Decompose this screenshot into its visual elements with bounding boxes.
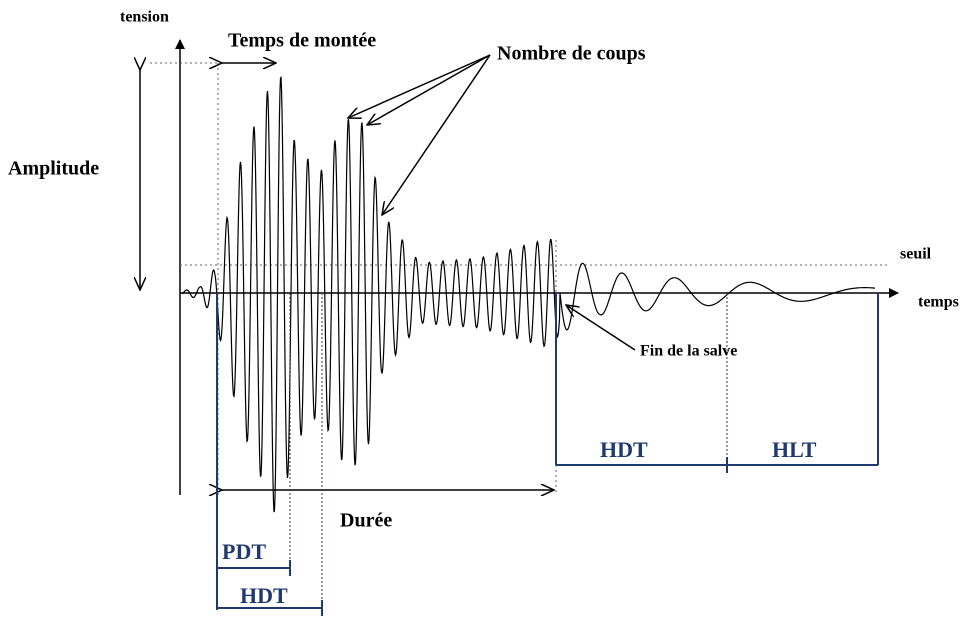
amplitude-label: Amplitude [8,158,99,180]
x-axis-label: temps [918,294,959,311]
brackets [216,293,879,616]
y-axis-label: tension [120,9,169,26]
hdt-right-label: HDT [600,437,648,462]
waveform [181,75,875,513]
counts-label: Nombre de coups [497,43,646,65]
bracket-guides [289,293,728,606]
threshold-label: seuil [900,246,932,263]
pdt-label: PDT [222,539,266,564]
end-label: Fin de la salve [640,343,737,360]
hdt-bottom-label: HDT [240,583,288,608]
hlt-label: HLT [772,437,817,462]
guide-lines [150,62,890,495]
axes [175,39,899,495]
arrows [140,54,636,490]
rise-time-label: Temps de montée [228,30,376,52]
duration-label: Durée [340,510,392,532]
